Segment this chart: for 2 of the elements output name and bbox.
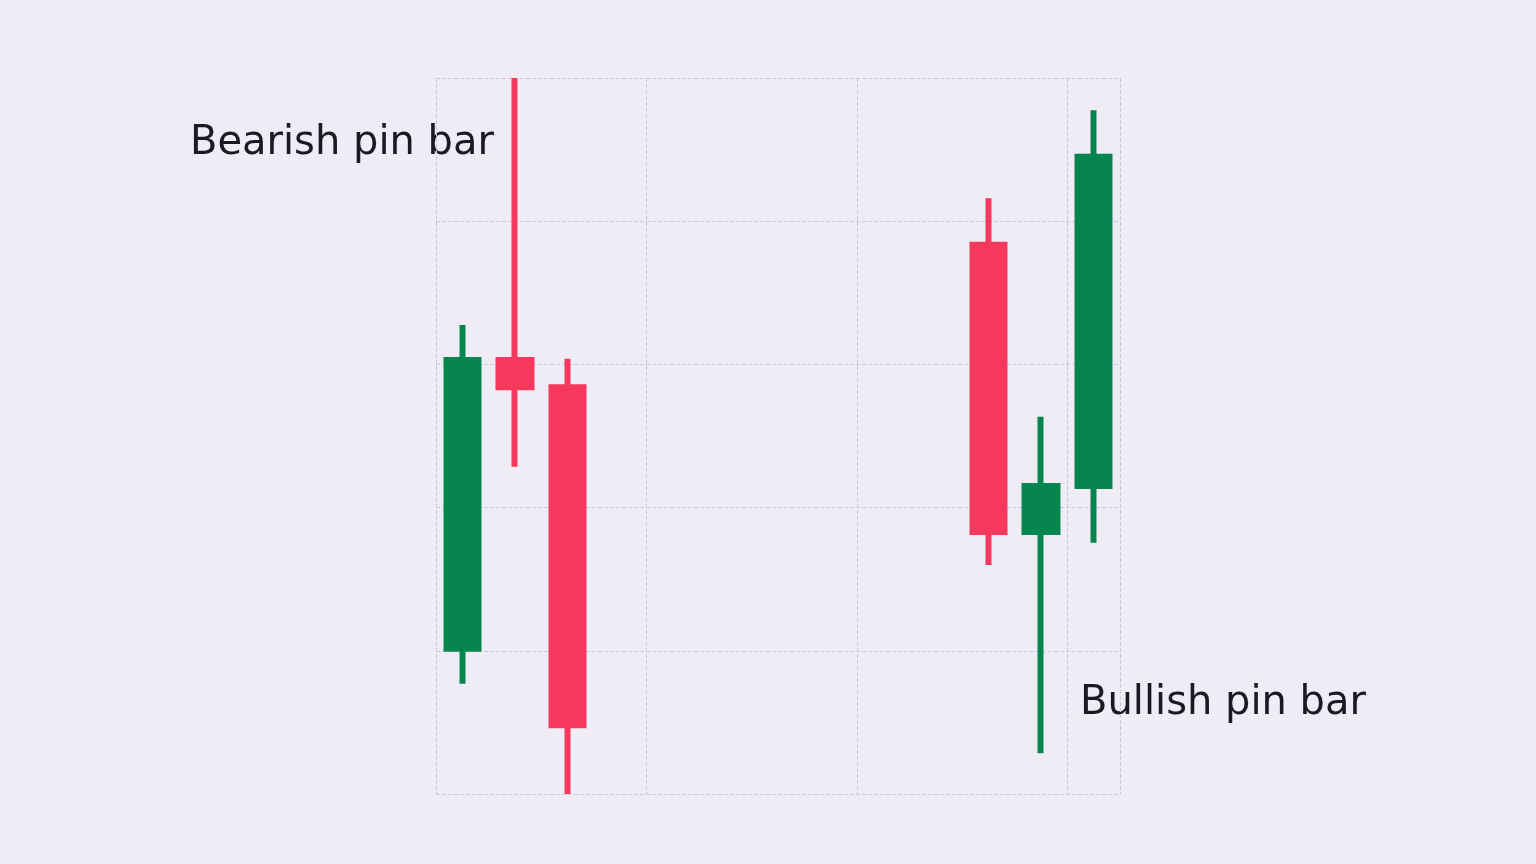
- annotation: Bullish pin bar: [1080, 677, 1367, 723]
- annotation: Bearish pin bar: [190, 117, 495, 163]
